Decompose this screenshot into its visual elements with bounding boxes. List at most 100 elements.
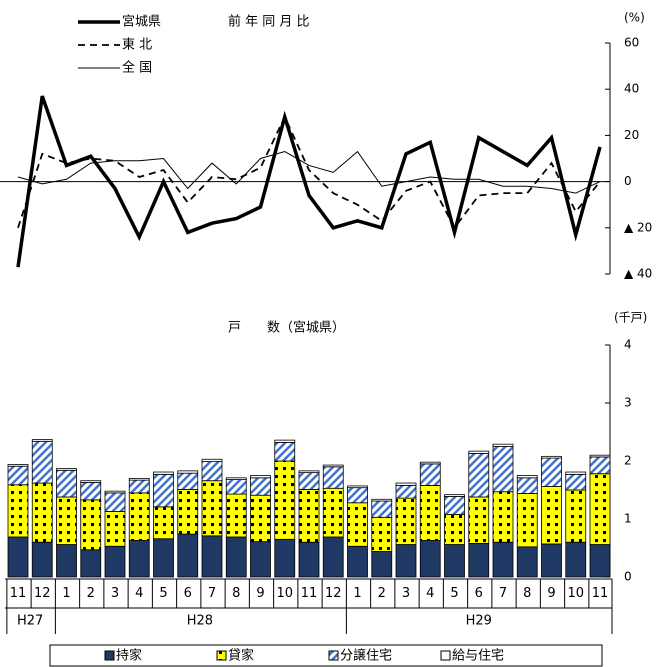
x-tick-label: 5 [450, 586, 458, 601]
bar-segment [7, 465, 29, 486]
series-line [17, 150, 601, 194]
y-tick-label: ▲ 40 [624, 267, 652, 281]
y-tick-label: 0 [624, 174, 632, 188]
x-tick-label: 4 [426, 586, 434, 601]
series-line [16, 95, 602, 268]
x-tick-label: 10 [567, 586, 584, 601]
bar-segment [250, 541, 271, 578]
bar-segment [80, 480, 102, 483]
x-tick-label: 2 [87, 586, 95, 601]
x-tick-label: 1 [353, 586, 361, 601]
legend-label: 分譲住宅 [340, 648, 392, 664]
legend-swatch [440, 650, 451, 661]
bar-segment [298, 489, 320, 543]
legend-label: 持家 [116, 648, 142, 664]
bar-segment [128, 540, 150, 578]
bar-segment [225, 536, 247, 578]
bar-segment [589, 456, 611, 475]
bar-segment [565, 471, 587, 475]
bar-segment [516, 475, 538, 479]
legend-label: 貸家 [228, 648, 254, 664]
bar-segment [153, 471, 174, 475]
bar-segment [31, 541, 53, 578]
x-tick-label: 3 [111, 586, 119, 601]
bar-segment [104, 511, 126, 547]
bar-segment [347, 502, 368, 547]
bar-chart-unit: (千戸) [614, 311, 647, 325]
bar-segment [541, 457, 562, 487]
bar-segment [468, 450, 490, 454]
bar-segment [31, 439, 53, 442]
bar-segment [492, 443, 514, 447]
bar-segment [201, 458, 223, 462]
bar-segment [589, 473, 611, 545]
x-tick-label: 3 [402, 586, 410, 601]
bar-segment [395, 497, 417, 545]
bar-segment [56, 469, 77, 498]
bar-segment [419, 461, 441, 465]
bar-segment [104, 545, 126, 578]
x-tick-label: 8 [232, 586, 240, 601]
y-tick-label: 2 [624, 454, 632, 468]
bar-segment [128, 479, 150, 494]
bar-segment [104, 490, 126, 494]
bar-segment [7, 464, 29, 467]
bar-segment [177, 533, 199, 578]
bar-segment [492, 446, 514, 493]
bar-segment [153, 538, 174, 578]
bar-segment [56, 468, 77, 471]
bar-segment [395, 544, 417, 578]
line-chart-unit: (%) [624, 11, 645, 25]
year-label: H29 [466, 614, 492, 629]
x-tick-label: 6 [475, 586, 483, 601]
bar-segment [419, 484, 441, 541]
bar-segment [7, 536, 29, 578]
bar-segment [444, 544, 465, 578]
y-tick-label: 4 [624, 338, 632, 352]
bar-segment [80, 499, 102, 551]
x-tick-label: 7 [499, 586, 507, 601]
bar-segment [322, 536, 344, 578]
bar-chart-title: 戸 数（宮城県） [228, 320, 345, 336]
bar-segment [419, 540, 441, 578]
x-tick-label: 1 [62, 586, 70, 601]
legend-label: 全 国 [122, 60, 152, 76]
bar-segment [56, 496, 77, 545]
bar-segment [347, 485, 368, 489]
bar-segment [492, 541, 514, 578]
legend-label: 東 北 [122, 37, 152, 53]
bar-segment [177, 472, 199, 490]
bar-segment [541, 455, 562, 459]
bar-segment [201, 461, 223, 482]
bar-segment [371, 498, 393, 502]
bar-segment [492, 491, 514, 543]
y-tick-label: 3 [624, 396, 632, 410]
bar-segment [371, 551, 393, 578]
x-tick-label: 4 [135, 586, 143, 601]
bar-segment [541, 486, 562, 545]
bar-segment [153, 506, 174, 540]
bar-segment [7, 484, 29, 538]
bar-segment [56, 544, 77, 578]
bar-segment [104, 492, 126, 512]
bar-segment [177, 470, 199, 474]
bar-segment [589, 454, 611, 458]
x-tick-label: 9 [256, 586, 264, 601]
bar-segment [201, 480, 223, 537]
legend-swatch [216, 650, 227, 661]
x-tick-label: 12 [325, 586, 342, 601]
x-tick-label: 6 [184, 586, 192, 601]
y-tick-label: 1 [624, 512, 632, 526]
bar-segment [298, 541, 320, 578]
bar-segment [589, 544, 611, 578]
bar-segment [225, 479, 247, 495]
x-tick-label: 12 [34, 586, 51, 601]
bar-segment [468, 453, 490, 498]
bar-segment [322, 487, 344, 538]
line-chart-title: 前 年 同 月 比 [228, 14, 310, 30]
bar-segment [371, 516, 393, 552]
bar-segment [298, 472, 320, 490]
bar-segment [177, 489, 199, 535]
bar-segment [444, 494, 465, 497]
bar-segment [250, 475, 271, 479]
